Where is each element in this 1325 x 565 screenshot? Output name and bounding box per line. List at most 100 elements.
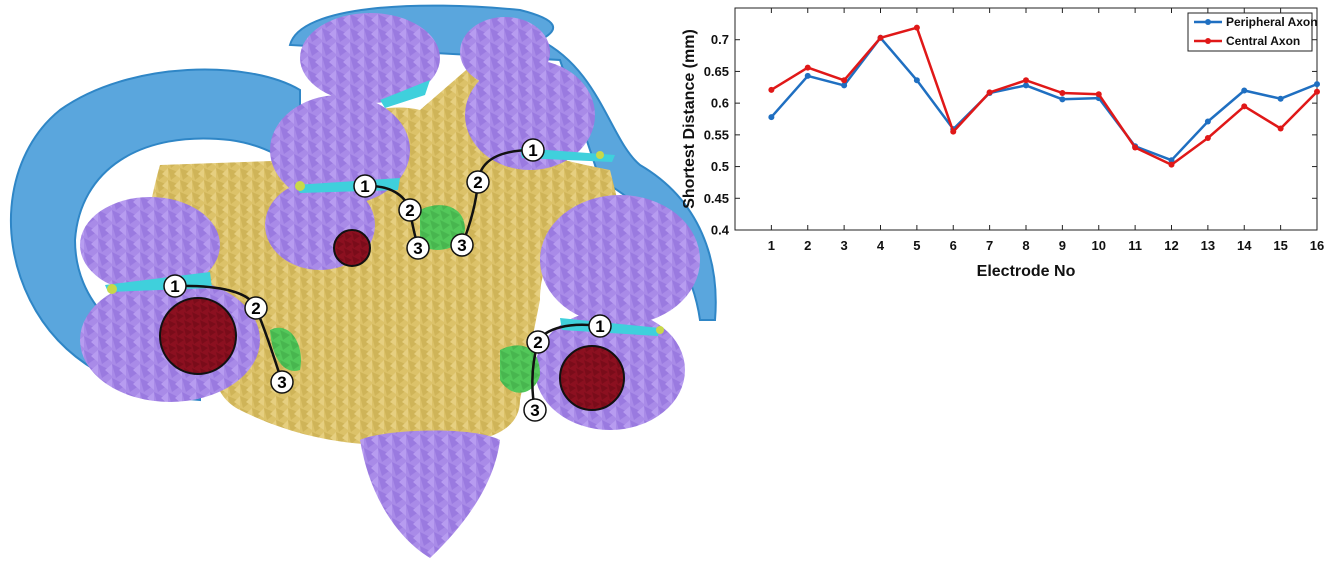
marker-badge-circle [398,198,422,222]
marker-badge-label: 1 [170,277,179,296]
data-point [986,89,993,96]
marker-badge-label: 3 [413,239,422,258]
marker-badge-label: 3 [277,373,286,392]
data-point [804,64,811,71]
series-central-axon [768,24,1320,168]
x-tick-label: 7 [986,238,993,253]
data-point [1132,144,1139,151]
x-tick-label: 10 [1092,238,1106,253]
marker-layer: 1 2 3 1 2 3 1 2 3 1 2 3 [163,138,612,422]
series-line [770,36,1318,162]
x-tick-label: 16 [1310,238,1324,253]
marker-badge-label: 2 [473,173,482,192]
data-point [841,82,848,89]
data-point [1023,82,1029,89]
marker-badge-circle [244,296,268,320]
marker-badge: 3 [523,398,547,422]
data-point [1204,118,1211,125]
y-tick-label: 0.5 [711,159,729,174]
y-tick-label: 0.4 [711,223,730,238]
electrode-top [333,229,371,267]
marker-badge-label: 1 [360,177,369,196]
x-tick-label: 9 [1059,238,1066,253]
line-chart: 0.40.450.50.550.60.650.7 1 2 3 4 5 6 7 8 9 10 11 12… [681,7,1324,280]
x-tick-label: 15 [1273,238,1287,253]
marker-badge: 2 [466,170,490,194]
marker-badge-circle [353,174,377,198]
data-point [1314,81,1320,88]
marker-badge-circle [521,138,545,162]
marker-badge-circle [406,236,430,260]
x-tick-label: 5 [913,238,920,253]
x-tick-label: 8 [1022,238,1029,253]
data-point [950,128,957,135]
data-point [1314,88,1320,95]
x-tick-label: 6 [950,238,957,253]
legend-marker-central [1205,38,1211,44]
data-point [1277,95,1284,102]
marker-badge-label: 3 [530,401,539,420]
y-tick-label: 0.65 [704,64,729,79]
x-tick-label: 11 [1128,238,1142,253]
marker-badge: 1 [353,174,377,198]
marker-badge: 1 [163,274,187,298]
y-tick-label: 0.45 [704,191,729,206]
electrodes [159,229,625,411]
marker-badge: 3 [450,233,474,257]
marker-badge: 1 [521,138,545,162]
y-axis-ticks: 0.4 0.45 0.5 0.55 0.6 0.65 0.7 [704,32,1317,238]
data-point [1168,161,1175,168]
data-point [913,24,920,31]
marker-badge-label: 3 [457,236,466,255]
x-tick-label: 12 [1164,238,1178,253]
cochlea-illustration [10,4,717,558]
marker-badge-circle [526,330,550,354]
legend-label-central: Central Axon [1226,34,1300,48]
series-line [770,26,1318,166]
data-point [1059,89,1066,96]
y-axis-label: Shortest Distance (mm) [681,29,698,209]
x-tick-label: 1 [768,238,775,253]
x-axis-ticks: 1 2 3 4 5 6 7 8 9 10 11 12 13 14 15 16 [768,8,1324,253]
marker-badge-circle [588,314,612,338]
y-tick-label: 0.6 [711,96,729,111]
marker-badge: 1 [588,314,612,338]
marker-badge-label: 2 [533,333,542,352]
marker-badge: 2 [244,296,268,320]
data-point [1204,135,1211,142]
data-point [1095,91,1102,98]
series-layer [768,24,1320,168]
data-point [1059,96,1066,103]
marker-badge-circle [466,170,490,194]
data-point [913,77,920,84]
legend-marker-peripheral [1205,19,1211,25]
y-tick-label: 0.55 [704,127,729,142]
marker-badge-circle [450,233,474,257]
data-point [1023,77,1029,84]
data-point [841,77,848,84]
data-point [1241,87,1248,94]
data-point [1241,103,1248,110]
marker-badge: 3 [270,370,294,394]
marker-badge-label: 2 [405,201,414,220]
marker-badge-circle [163,274,187,298]
marker-badge: 2 [526,330,550,354]
legend-label-peripheral: Peripheral Axon [1226,15,1318,29]
x-tick-label: 3 [841,238,848,253]
y-tick-label: 0.7 [711,32,729,47]
x-tick-label: 13 [1201,238,1215,253]
data-point [804,72,811,79]
marker-badge: 2 [398,198,422,222]
electrode-right [559,345,625,411]
electrode-left [159,297,237,375]
marker-badge-label: 2 [251,299,260,318]
marker-badge: 3 [406,236,430,260]
data-point [1168,157,1175,164]
data-point [768,114,775,121]
data-point [877,34,884,41]
marker-badge-label: 1 [528,141,537,160]
x-tick-label: 4 [877,238,885,253]
marker-badge-circle [523,398,547,422]
legend: Peripheral Axon Central Axon [1187,12,1318,52]
